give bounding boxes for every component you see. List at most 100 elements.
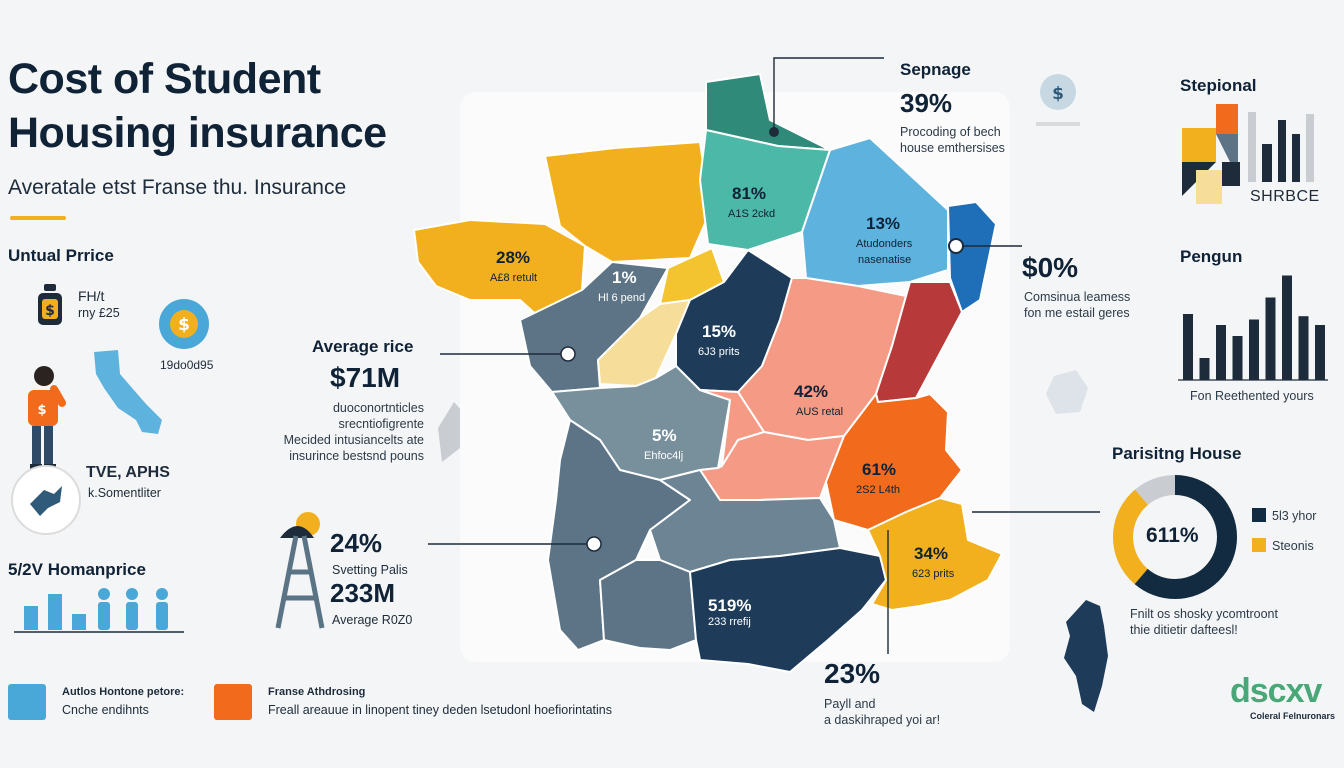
map-region-hauts	[699, 129, 831, 251]
accent-underline	[10, 216, 66, 220]
pengun-bar	[1249, 319, 1259, 380]
title-line-1: Cost of Student	[8, 55, 321, 103]
region-label-pct-6: 42%	[794, 382, 829, 401]
map-region-paca	[867, 497, 1003, 611]
bottom-note-value: 23%	[824, 658, 881, 689]
region-label-pct-2: 81%	[732, 184, 767, 203]
home-price-heading: 5/2V Homanprice	[8, 560, 146, 579]
left-stat-pct: 24%	[330, 528, 383, 558]
map-region-occitanie	[689, 547, 887, 673]
average-price-notes: duoconortnticles srecntiofigrente Mecide…	[270, 400, 424, 464]
region-label-pct-5: 15%	[702, 322, 737, 341]
legend-item-1-sub: Cnche endihnts	[62, 703, 149, 717]
page-subtitle: Averatale etst Franse thu. Insurance	[8, 176, 347, 199]
top-note-value: 39%	[900, 88, 953, 118]
average-price-note-4: insurince bestsnd pouns	[289, 449, 424, 463]
region-label-sub-7: Ehfoc4lj	[644, 450, 684, 462]
average-price-heading: Average rice	[312, 337, 414, 356]
crystal-shape-icon	[1046, 370, 1088, 414]
legend-swatch-1	[8, 684, 46, 720]
right-note-line-1: Comsinua leamess	[1024, 290, 1131, 304]
pengun-bar	[1315, 325, 1325, 380]
region-label-sub-1: A£8 retult	[490, 272, 538, 284]
title-line-2: Housing insurance	[8, 109, 387, 157]
svg-text:$: $	[178, 315, 190, 335]
region-label-sub-4: Hl 6 pend	[598, 292, 646, 304]
region-label-sub-6: AUS retal	[796, 406, 844, 418]
pengun-caption: Fon Reethented yours	[1190, 389, 1314, 403]
pengun-bar	[1199, 358, 1210, 380]
annual-price-line-1: FH/t	[78, 288, 105, 304]
pengun-bar	[1265, 297, 1276, 380]
region-label-pct-3: 13%	[866, 214, 901, 233]
left-stat-sub: Average R0Z0	[332, 613, 413, 627]
map-region-rhone-alpes	[825, 393, 963, 531]
tower-icon	[275, 512, 325, 629]
donut-legend-swatch-2	[1252, 538, 1266, 552]
bottom-note-line-2: a daskihraped yoi ar!	[824, 713, 941, 727]
region-label-pct-1: 28%	[496, 248, 531, 267]
person-title: TVE, APHS	[86, 464, 170, 481]
brand-logo: dscxv	[1230, 672, 1322, 710]
region-label-sub-2: A1S 2ckd	[728, 208, 776, 220]
map-region-alsace	[947, 201, 997, 313]
region-label-sub-8: 2S2 L4th	[856, 484, 901, 496]
region-label-sub-5: 6J3 prits	[698, 346, 740, 358]
pengun-bar	[1298, 316, 1309, 380]
legend-item-2-sub: Freall areauue in linopent tiney deden l…	[268, 703, 612, 717]
svg-text:$: $	[45, 303, 55, 319]
home-price-pictogram	[14, 588, 184, 633]
region-label-pct-10: 519%	[708, 596, 752, 615]
donut-center-value: 611%	[1146, 524, 1199, 547]
pengun-bar	[1282, 275, 1292, 380]
donut-note-line-1: Fnilt os shosky ycomtroont	[1130, 607, 1278, 621]
key-emblem-icon	[11, 465, 81, 535]
annual-price-heading: Untual Prrice	[8, 246, 114, 265]
donut-heading: Parisitng House	[1112, 444, 1242, 463]
donut-legend-swatch-1	[1252, 508, 1266, 522]
donut-chart	[1113, 475, 1237, 599]
dollar-tag-icon: $	[1036, 74, 1080, 126]
california-map-icon	[94, 350, 162, 434]
person-sub: k.Somentliter	[88, 486, 161, 500]
region-label-sub-9: 623 prits	[912, 568, 955, 580]
legend-item-2-title: Franse Athdrosing	[268, 686, 366, 698]
region-label-pct-7: 5%	[652, 426, 677, 445]
top-note-line-1: Procoding of bech	[900, 125, 1001, 139]
left-stat-value: 233M	[330, 578, 396, 608]
region-label-sub-10: 233 rrefij	[708, 616, 751, 628]
stepional-mosaic	[1182, 104, 1314, 204]
average-price-note-1: duoconortnticles	[332, 401, 424, 415]
map-region-auvergne	[699, 431, 845, 501]
pengun-bar	[1232, 336, 1243, 380]
region-label-pct-4: 1%	[612, 268, 637, 287]
average-price-note-2: srecntiofigrente	[338, 417, 424, 431]
coin-value: 19do0d95	[160, 358, 214, 372]
money-bag-icon: $	[38, 284, 62, 325]
right-note-line-2: fon me estail geres	[1024, 306, 1130, 320]
region-label-sub-3b: nasenatise	[858, 254, 912, 266]
average-price-note-3: Mecided intusiancelts ate	[283, 433, 424, 447]
annual-price-line-2: rny £25	[78, 306, 120, 320]
page-title: Cost of Student Housing insurance	[8, 52, 387, 160]
left-stat-label: Svetting Palis	[332, 563, 408, 577]
donut-legend-label-2: Steonis	[1272, 539, 1314, 553]
pengun-bar	[1183, 314, 1193, 380]
top-note-line-2: house emthersises	[900, 141, 1005, 155]
legend-item-1-title: Autlos Hontone petore:	[62, 686, 185, 698]
donut-note-line-2: thie ditietir dafteesl!	[1130, 623, 1238, 637]
brand-tagline: Coleral Felnuronars	[1250, 711, 1336, 721]
pengun-heading: Pengun	[1180, 247, 1243, 266]
top-note-heading: Sepnage	[900, 60, 971, 79]
region-label-pct-9: 34%	[914, 544, 949, 563]
svg-text:$: $	[1052, 84, 1064, 104]
bottom-note-line-1: Payll and	[824, 697, 876, 711]
region-label-sub-3: Atudonders	[856, 238, 913, 250]
donut-legend-label-1: 5l3 yhor	[1272, 509, 1317, 523]
pengun-bar	[1216, 325, 1226, 380]
right-note-value: $0%	[1022, 252, 1079, 283]
stepional-heading: Stepional	[1180, 76, 1257, 95]
region-label-pct-8: 61%	[862, 460, 897, 479]
